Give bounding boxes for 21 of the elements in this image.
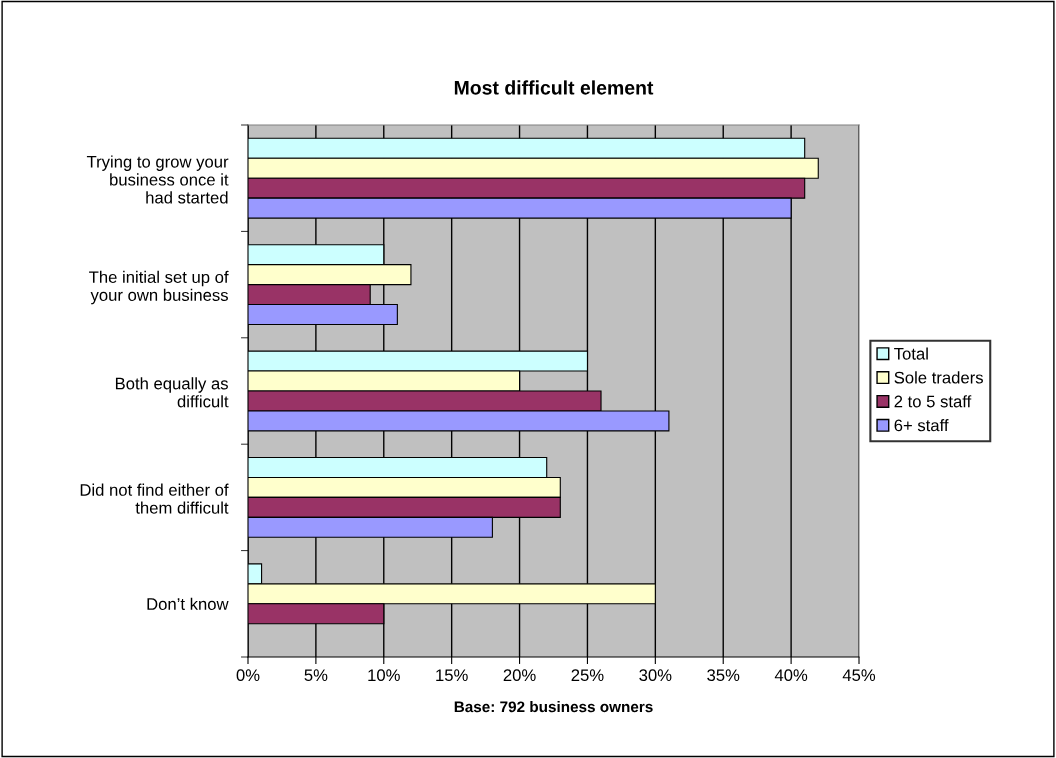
legend-label: Total (894, 347, 928, 360)
x-tick-label: 45% (842, 669, 876, 682)
x-tick-label: 35% (707, 669, 740, 682)
legend-label: 2 to 5 staff (894, 395, 972, 408)
y-tick-label: Trying to grow your business once it had started (86, 155, 229, 204)
x-tick-label: 0% (236, 669, 260, 682)
y-tick-label: The initial set up of your own business (89, 270, 229, 305)
chart-title: Most difficult element (454, 80, 654, 95)
x-tick-label: 30% (639, 669, 672, 682)
x-axis-title: Base: 792 business owners (454, 701, 653, 713)
x-tick-label: 15% (436, 669, 468, 682)
x-tick-label: 20% (503, 669, 536, 682)
x-tick-label: 5% (304, 669, 328, 682)
x-tick-label: 25% (571, 669, 604, 682)
y-tick-label: Don’t know (147, 597, 229, 610)
x-tick-label: 10% (368, 669, 400, 682)
y-tick-label: Did not find either of them difficult (80, 483, 229, 514)
x-tick-label: 40% (774, 669, 808, 682)
legend-label: Sole traders (894, 371, 983, 384)
y-tick-label: Both equally as difficult (115, 377, 229, 408)
legend-label: 6+ staff (894, 419, 949, 432)
